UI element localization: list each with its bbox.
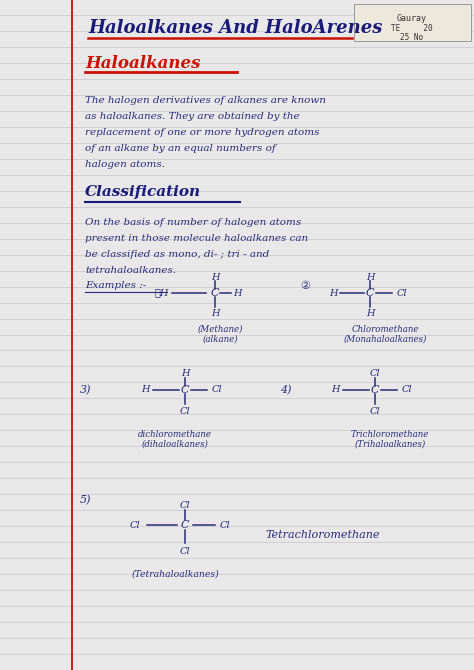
Text: Cl: Cl: [180, 500, 191, 509]
Text: TE     20: TE 20: [391, 24, 433, 33]
Text: C: C: [211, 288, 219, 298]
Text: H: H: [366, 308, 374, 318]
Text: C: C: [181, 385, 189, 395]
Text: H: H: [181, 369, 189, 379]
Text: Cl: Cl: [370, 407, 380, 417]
Text: (dihaloalkanes): (dihaloalkanes): [142, 440, 209, 449]
Text: of an alkane by an equal numbers of: of an alkane by an equal numbers of: [85, 144, 276, 153]
Text: present in those molecule haloalkanes can: present in those molecule haloalkanes ca…: [85, 234, 308, 243]
Text: Tetrachloromethane: Tetrachloromethane: [265, 530, 380, 540]
Text: Cl: Cl: [180, 547, 191, 555]
Text: as haloalkanes. They are obtained by the: as haloalkanes. They are obtained by the: [85, 112, 300, 121]
Text: H: H: [329, 289, 337, 297]
Text: (Methane): (Methane): [197, 325, 243, 334]
Text: (Trihaloalkanes): (Trihaloalkanes): [355, 440, 426, 449]
Text: H: H: [233, 289, 241, 297]
Text: H: H: [331, 385, 339, 395]
Text: (Tetrahaloalkanes): (Tetrahaloalkanes): [131, 570, 219, 579]
Text: (alkane): (alkane): [202, 335, 238, 344]
Text: 25 No: 25 No: [401, 33, 424, 42]
Text: ①H: ①H: [155, 289, 169, 297]
Text: tetrahaloalkanes.: tetrahaloalkanes.: [85, 266, 176, 275]
Text: Gauray: Gauray: [397, 14, 427, 23]
Text: Cl: Cl: [401, 385, 412, 395]
Text: Examples :-: Examples :-: [85, 281, 146, 291]
Text: H: H: [141, 385, 149, 395]
Text: Cl: Cl: [370, 369, 380, 379]
Text: H: H: [211, 273, 219, 281]
Text: Cl: Cl: [219, 521, 230, 529]
Text: C: C: [181, 520, 189, 530]
FancyBboxPatch shape: [354, 4, 471, 41]
Text: 5): 5): [80, 495, 91, 505]
Text: Cl: Cl: [212, 385, 222, 395]
Text: Cl: Cl: [397, 289, 407, 297]
Text: H: H: [366, 273, 374, 281]
Text: (Monahaloalkanes): (Monahaloalkanes): [343, 335, 427, 344]
Text: Haloalkanes And HaloArenes: Haloalkanes And HaloArenes: [88, 19, 383, 37]
Text: Trichloromethane: Trichloromethane: [351, 430, 429, 439]
Text: Cl: Cl: [130, 521, 140, 529]
Text: dichloromethane: dichloromethane: [138, 430, 212, 439]
Text: Chloromethane: Chloromethane: [351, 325, 419, 334]
Text: 4): 4): [280, 385, 292, 395]
Text: Haloalkanes: Haloalkanes: [85, 54, 201, 72]
Text: replacement of one or more hydrogen atoms: replacement of one or more hydrogen atom…: [85, 128, 319, 137]
Text: halogen atoms.: halogen atoms.: [85, 160, 165, 169]
Text: Classification: Classification: [85, 185, 201, 199]
Text: Cl: Cl: [180, 407, 191, 417]
Text: be classified as mono, di- ; tri - and: be classified as mono, di- ; tri - and: [85, 250, 269, 259]
Text: The halogen derivatives of alkanes are known: The halogen derivatives of alkanes are k…: [85, 96, 326, 105]
Text: ②: ②: [300, 281, 310, 291]
Text: H: H: [211, 308, 219, 318]
Text: C: C: [366, 288, 374, 298]
Text: 3): 3): [80, 385, 91, 395]
Text: C: C: [371, 385, 379, 395]
Text: On the basis of number of halogen atoms: On the basis of number of halogen atoms: [85, 218, 301, 227]
